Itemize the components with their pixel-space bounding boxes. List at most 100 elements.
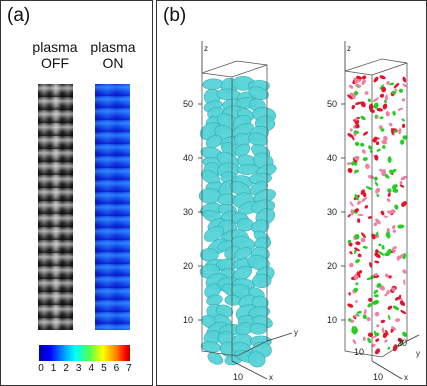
colorbar — [39, 345, 130, 361]
particle-dot — [367, 216, 373, 219]
colorbar-tick: 4 — [88, 363, 95, 374]
z-tick-label: 40 — [327, 153, 337, 163]
particle-dot — [347, 239, 352, 244]
particle-dot — [384, 173, 390, 179]
particle-dot — [400, 139, 405, 145]
panel-a-label: (a) — [7, 5, 31, 26]
z-tick-label: 20 — [327, 261, 337, 271]
panel-b-label: (b) — [163, 5, 187, 26]
particle-dot — [376, 115, 379, 120]
particle-dot — [347, 303, 354, 308]
right-box-edge — [371, 62, 408, 76]
particle-dot — [401, 118, 405, 122]
particle-dot — [401, 98, 406, 102]
particle-dot — [357, 213, 364, 216]
particle-dot — [399, 342, 404, 346]
particle-dot — [402, 331, 407, 337]
particle-dot — [381, 140, 388, 145]
right-box-edge — [344, 70, 373, 76]
particle-dot — [381, 168, 386, 177]
particle-dot — [373, 222, 378, 227]
particle-dot — [387, 192, 391, 197]
right-z-ticks: 50 40 30 20 10 — [327, 99, 345, 325]
particle-dot — [378, 251, 385, 256]
particle-dot — [393, 82, 400, 89]
particle-dot — [398, 128, 402, 135]
particle-dot — [347, 214, 351, 218]
particle-dot — [363, 308, 367, 315]
left-x-axis — [231, 360, 268, 380]
left-box-edge — [201, 72, 233, 78]
particle-dot — [378, 243, 382, 247]
particle-dot — [384, 293, 388, 297]
particle-ellipsoid — [207, 352, 224, 365]
particle-dot — [358, 270, 363, 274]
particle-dot — [385, 329, 389, 336]
particle-dot — [379, 75, 386, 80]
particle-dot — [348, 318, 352, 322]
colorbar-tick: 6 — [113, 363, 120, 374]
particle-dot — [373, 176, 378, 181]
particle-dot — [372, 300, 380, 305]
particle-dot — [349, 251, 353, 255]
plasma-on-line1: plasma — [90, 39, 136, 55]
right-z-label: z — [347, 44, 351, 53]
particle-dot — [364, 205, 369, 209]
particle-dot — [392, 110, 396, 116]
z-tick-label: 30 — [183, 207, 193, 217]
particle-dot — [395, 318, 401, 322]
right-x-label: x — [404, 373, 408, 382]
particle-dot — [373, 294, 379, 298]
particle-dot — [394, 88, 398, 92]
plasma-off-image — [38, 84, 73, 330]
particle-dot — [351, 104, 355, 110]
particle-dot — [349, 128, 353, 132]
right-particles — [346, 75, 408, 355]
particle-dot — [355, 123, 360, 129]
particle-dot — [396, 255, 400, 262]
particle-dot — [356, 310, 363, 314]
particle-dot — [380, 210, 385, 216]
particle-dot — [402, 76, 407, 83]
particle-dot — [351, 161, 355, 166]
particle-dot — [391, 184, 398, 190]
particle-dot — [392, 225, 396, 230]
particle-dot — [373, 102, 379, 109]
particle-dot — [372, 97, 379, 103]
particle-dot — [369, 150, 373, 153]
right-x-axis — [371, 360, 403, 380]
particle-dot — [375, 187, 381, 194]
colorbar-tick: 3 — [75, 363, 82, 374]
particle-dot — [361, 75, 367, 80]
particle-dot — [374, 252, 381, 259]
particle-dot — [374, 348, 381, 355]
particle-dot — [356, 271, 361, 278]
particle-dot — [353, 314, 358, 318]
particle-dot — [372, 137, 377, 143]
particle-dot — [381, 86, 387, 93]
particle-dot — [366, 316, 371, 322]
particle-dot — [361, 196, 368, 203]
particle-dot — [347, 94, 353, 100]
particle-dot — [353, 130, 360, 134]
particle-dot — [369, 261, 373, 268]
particle-dot — [392, 168, 397, 173]
panel-b: (b) z y x 10 50 40 30 20 10 — [156, 0, 427, 386]
z-tick-label: 40 — [183, 153, 193, 163]
particle-dot — [360, 142, 365, 147]
colorbar-tick: 2 — [63, 363, 69, 374]
particle-dot — [349, 262, 354, 268]
particle-dot — [386, 289, 390, 295]
particle-dot — [387, 188, 392, 193]
particle-dot — [360, 115, 366, 121]
particle-ellipsoid — [248, 351, 266, 368]
particle-dot — [348, 84, 354, 89]
particle-dot — [362, 131, 369, 136]
z-tick-label: 20 — [183, 261, 193, 271]
particle-dot — [365, 186, 373, 190]
particle-dot — [387, 156, 392, 163]
particle-dot — [391, 90, 397, 95]
particle-dot — [352, 95, 356, 100]
